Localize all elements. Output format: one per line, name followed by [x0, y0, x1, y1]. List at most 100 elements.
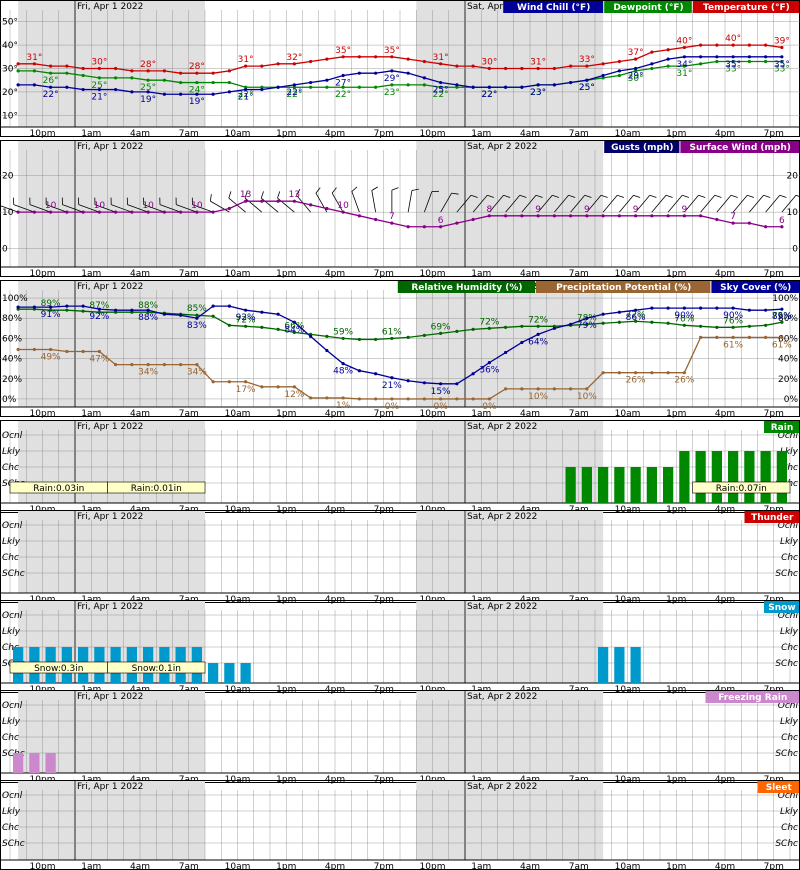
data-point [747, 335, 751, 340]
y-tick-label: 100% [772, 294, 798, 304]
data-label: 10 [191, 201, 203, 211]
wind-barb [261, 197, 279, 213]
data-point [617, 320, 621, 324]
data-label: 61% [382, 327, 402, 337]
data-point [325, 57, 329, 61]
day-label: Fri, Apr 1 2022 [77, 422, 143, 432]
data-label: 35° [774, 60, 790, 70]
data-label: 72% [626, 310, 646, 320]
data-point [634, 214, 638, 218]
wind-barb [407, 190, 413, 213]
data-point [114, 308, 118, 312]
data-point [16, 210, 20, 214]
data-point [357, 337, 361, 342]
wind-barb [46, 204, 68, 213]
time-tick-label: 7pm [764, 862, 784, 870]
data-label: 9 [682, 205, 688, 215]
time-tick-label: 4pm [715, 269, 735, 279]
data-point [114, 210, 118, 214]
wind-barb-flag [633, 194, 641, 198]
data-label: 25° [579, 83, 595, 93]
wind-barb-flag [260, 191, 264, 199]
data-point [601, 73, 605, 78]
data-point [276, 385, 280, 389]
time-tick-label: 1am [471, 129, 491, 139]
legend-box [536, 281, 711, 293]
time-tick-label: 10pm [420, 269, 446, 279]
data-point [682, 214, 686, 218]
wind-barb [371, 190, 377, 213]
probability-bar [208, 663, 219, 683]
data-point [536, 332, 540, 336]
wind-barb-flag [763, 194, 771, 198]
time-tick-label: 7pm [764, 269, 784, 279]
time-tick-label: 7am [179, 862, 199, 870]
data-point [764, 59, 768, 64]
data-point [146, 90, 150, 94]
data-point [260, 199, 264, 203]
wind-barb-flag [411, 188, 419, 191]
data-point [65, 210, 69, 214]
data-label: 92% [236, 313, 256, 323]
y-category-label: Ocnl [778, 701, 799, 711]
data-label: 17% [236, 385, 256, 395]
legend-label: Wind Chill (°F) [517, 3, 590, 13]
data-point [81, 304, 85, 308]
data-point [699, 43, 703, 47]
data-point [162, 210, 166, 214]
data-point [601, 312, 605, 316]
probability-bar [646, 467, 657, 503]
data-point [780, 55, 784, 59]
wind-barb-flag [552, 194, 560, 198]
legend-box [764, 421, 799, 433]
data-point [81, 73, 85, 78]
data-point [325, 206, 329, 211]
data-point [292, 62, 296, 66]
day-label: Sat, Apr 2 2022 [467, 2, 537, 12]
wind-barb-flag [244, 191, 248, 199]
data-point [292, 320, 296, 324]
wind-barb-flag [519, 194, 527, 198]
data-point [16, 347, 20, 352]
time-tick-label: 1pm [276, 269, 296, 279]
legend-box [692, 1, 799, 13]
wind-barb [635, 195, 651, 213]
probability-bar [45, 753, 56, 773]
wind-barb [765, 195, 781, 213]
data-point [552, 83, 556, 87]
time-tick-label: 1am [81, 862, 101, 870]
data-label: 0% [433, 402, 448, 412]
amount-box [107, 481, 206, 494]
data-point [292, 330, 296, 334]
probability-bar [598, 467, 609, 503]
data-label: 31° [433, 53, 449, 63]
data-point [179, 80, 183, 85]
wind-barb [554, 195, 569, 213]
y-category-label: Lkly [2, 807, 21, 817]
day-label: Fri, Apr 1 2022 [77, 602, 143, 612]
y-category-label: Ocnl [2, 611, 23, 621]
data-point [260, 325, 264, 329]
data-label: 22° [43, 90, 59, 100]
time-tick-label: 1pm [276, 129, 296, 139]
night-shade [416, 140, 604, 267]
time-tick-label: 7pm [374, 129, 394, 139]
data-point [455, 329, 459, 333]
data-point [341, 362, 345, 366]
wind-barb [684, 195, 699, 213]
legend-box [757, 781, 799, 793]
time-tick-label: 10pm [30, 409, 56, 419]
data-point [32, 83, 36, 87]
data-point [601, 371, 605, 375]
data-point [422, 381, 426, 385]
time-tick-label: 1am [81, 129, 101, 139]
data-point [601, 76, 605, 80]
legend-label: Freezing Rain [718, 693, 787, 703]
data-point [585, 64, 589, 68]
data-point [764, 335, 768, 340]
y-category-label: Lkly [780, 717, 799, 727]
data-label: 30° [628, 74, 644, 84]
time-tick-label: 7pm [374, 269, 394, 279]
data-label: 40° [676, 36, 692, 46]
data-label: 33° [579, 55, 595, 65]
